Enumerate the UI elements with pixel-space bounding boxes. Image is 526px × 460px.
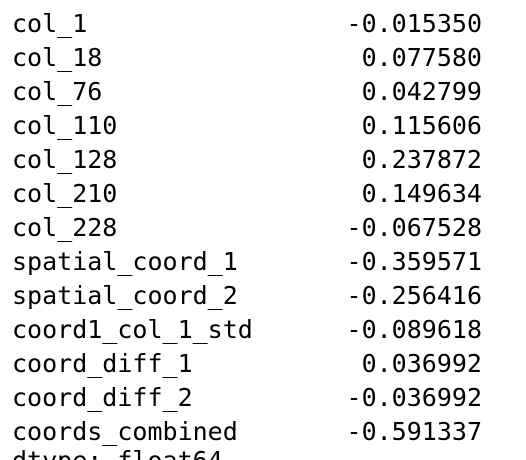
row-value: -0.256416 [346, 281, 482, 310]
row-value: 0.077580 [361, 43, 482, 72]
series-row: col_110 0.115606 [12, 109, 482, 143]
series-row: spatial_coord_2 -0.256416 [12, 279, 482, 313]
row-label: col_128 [12, 145, 118, 174]
row-value: -0.089618 [346, 315, 482, 344]
series-row: col_1 -0.015350 [12, 7, 482, 41]
row-value: 0.237872 [361, 145, 482, 174]
series-row: coord_diff_2 -0.036992 [12, 381, 482, 415]
row-label: col_18 [12, 43, 103, 72]
row-label: coord1_col_1_std [12, 315, 253, 344]
series-row: spatial_coord_1 -0.359571 [12, 245, 482, 279]
row-value: -0.591337 [346, 417, 482, 446]
row-label: col_210 [12, 179, 118, 208]
row-label: spatial_coord_1 [12, 247, 238, 276]
row-value: -0.067528 [346, 213, 482, 242]
series-row: coords_combined -0.591337 [12, 415, 482, 449]
row-value: -0.015350 [346, 9, 482, 38]
row-value: 0.149634 [361, 179, 482, 208]
series-row: col_18 0.077580 [12, 41, 482, 75]
dtype-line-clipped: dtype: float64 [12, 444, 482, 460]
row-label: coord_diff_1 [12, 349, 193, 378]
row-value: 0.115606 [361, 111, 482, 140]
series-row: col_128 0.237872 [12, 143, 482, 177]
series-row: col_228 -0.067528 [12, 211, 482, 245]
row-label: col_1 [12, 9, 88, 38]
row-value: 0.036992 [361, 349, 482, 378]
row-value: -0.359571 [346, 247, 482, 276]
series-row: coord1_col_1_std -0.089618 [12, 313, 482, 347]
row-label: coord_diff_2 [12, 383, 193, 412]
row-value: -0.036992 [346, 383, 482, 412]
row-value: 0.042799 [361, 77, 482, 106]
row-label: spatial_coord_2 [12, 281, 238, 310]
row-label: coords_combined [12, 417, 238, 446]
dtype-text: dtype: float64 [12, 444, 223, 460]
series-row: col_76 0.042799 [12, 75, 482, 109]
row-label: col_110 [12, 111, 118, 140]
series-row: coord_diff_1 0.036992 [12, 347, 482, 381]
row-label: col_228 [12, 213, 118, 242]
row-label: col_76 [12, 77, 103, 106]
series-row: col_210 0.149634 [12, 177, 482, 211]
